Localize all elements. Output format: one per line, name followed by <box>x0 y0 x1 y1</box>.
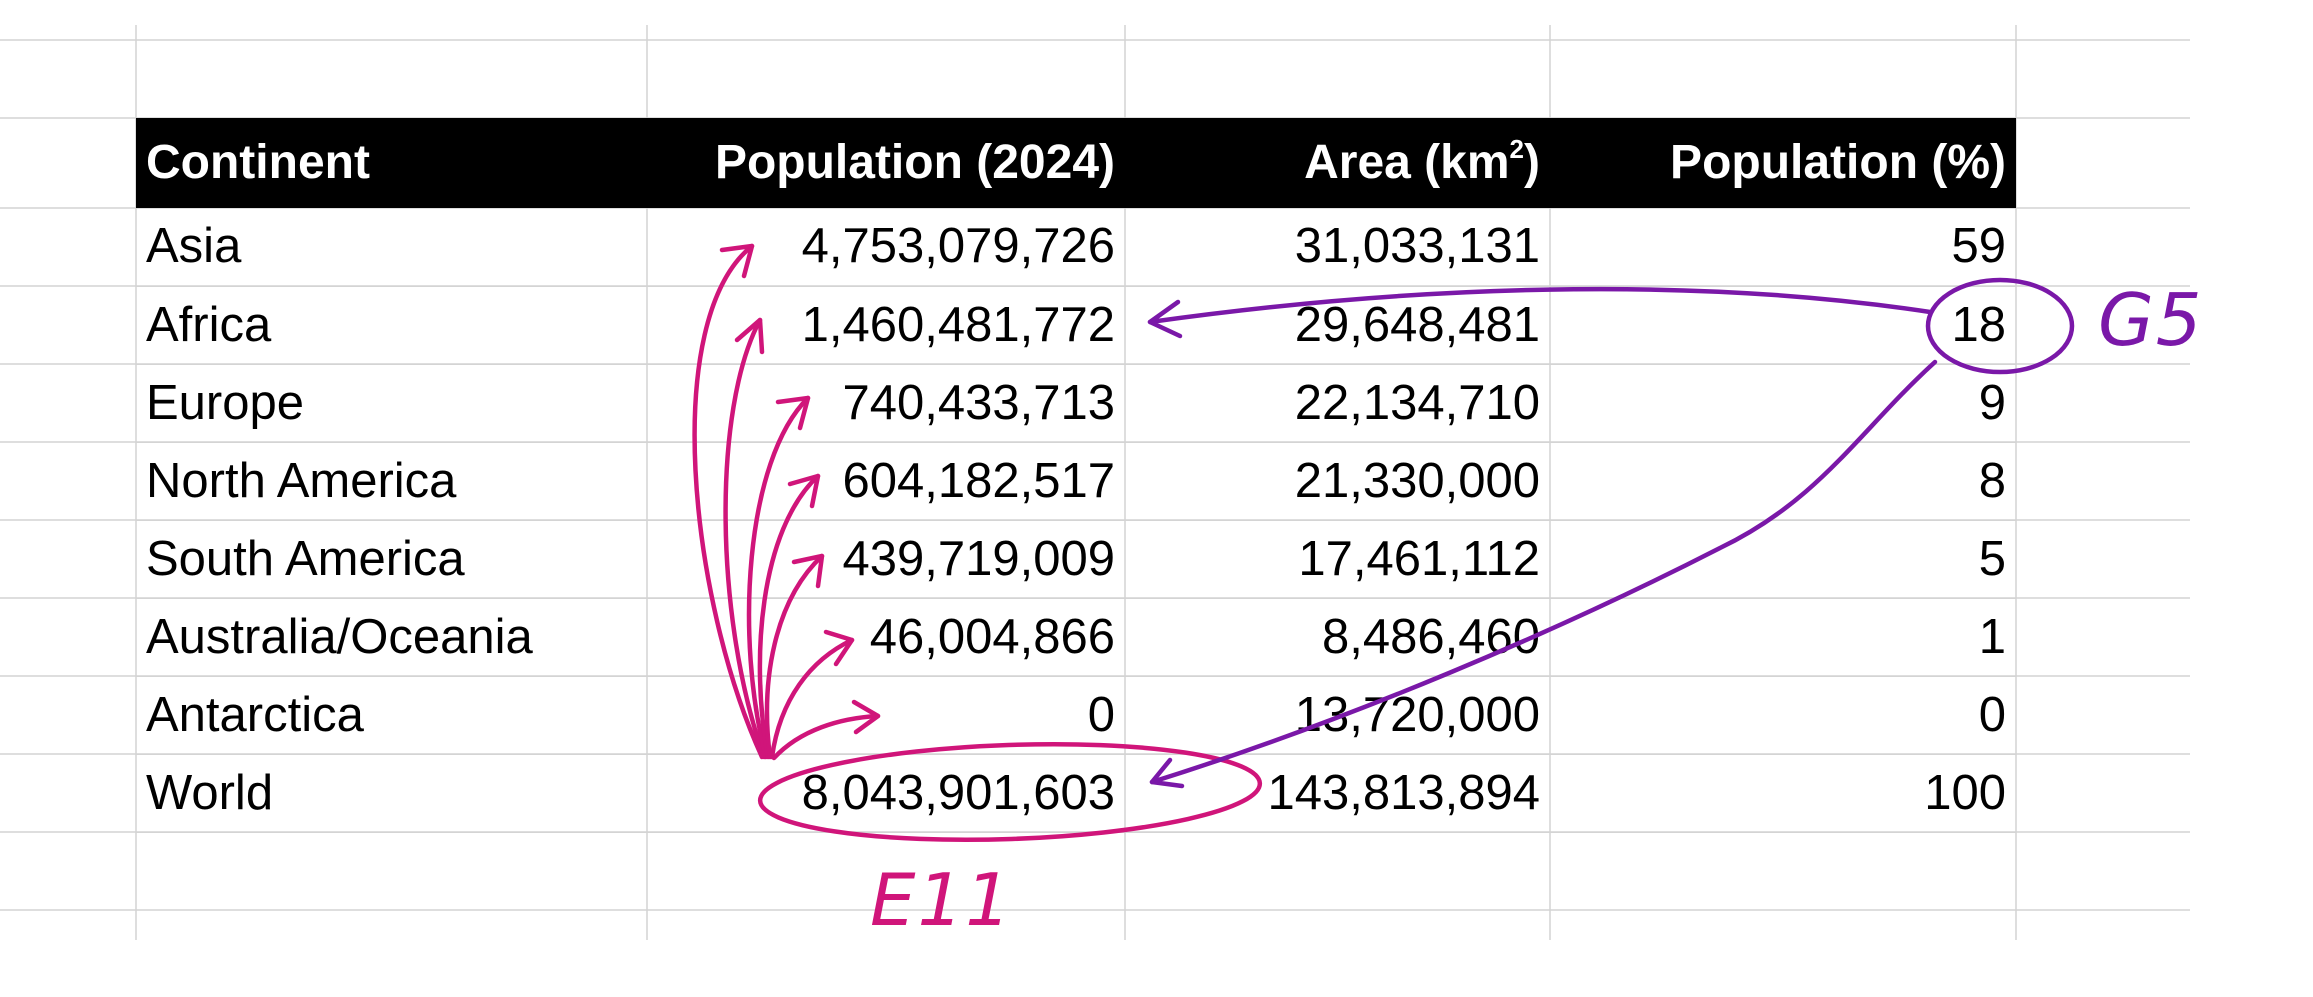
header-area-close: ) <box>1524 136 1540 189</box>
cell-population[interactable]: 0 <box>647 676 1125 755</box>
cell-population[interactable]: 1,460,481,772 <box>647 286 1125 365</box>
header-area-superscript: 2 <box>1509 134 1525 164</box>
cell-area[interactable]: 8,486,460 <box>1125 598 1550 677</box>
header-continent[interactable]: Continent <box>136 118 647 208</box>
table-row: Antarctica 0 13,720,000 0 <box>136 676 2016 755</box>
table-row: South America 439,719,009 17,461,112 5 <box>136 520 2016 599</box>
cell-population[interactable]: 4,753,079,726 <box>647 208 1125 287</box>
cell-percent[interactable]: 5 <box>1550 520 2016 599</box>
cell-continent[interactable]: Africa <box>136 286 647 365</box>
cell-population[interactable]: 604,182,517 <box>647 442 1125 521</box>
cell-population-world-total[interactable]: 8,043,901,603 <box>647 754 1125 833</box>
table-row: Australia/Oceania 46,004,866 8,486,460 1 <box>136 598 2016 677</box>
cell-area[interactable]: 21,330,000 <box>1125 442 1550 521</box>
cell-percent[interactable]: 9 <box>1550 364 2016 443</box>
cell-area[interactable]: 31,033,131 <box>1125 208 1550 287</box>
cell-continent[interactable]: Antarctica <box>136 676 647 755</box>
table-row: Africa 1,460,481,772 29,648,481 18 <box>136 286 2016 365</box>
table-row: Europe 740,433,713 22,134,710 9 <box>136 364 2016 443</box>
cell-percent[interactable]: 100 <box>1550 754 2016 833</box>
cell-percent[interactable]: 8 <box>1550 442 2016 521</box>
cell-area[interactable]: 17,461,112 <box>1125 520 1550 599</box>
header-population-percent[interactable]: Population (%) <box>1550 118 2016 208</box>
cell-percent[interactable]: 0 <box>1550 676 2016 755</box>
cell-percent[interactable]: 59 <box>1550 208 2016 287</box>
cell-continent[interactable]: North America <box>136 442 647 521</box>
cell-population[interactable]: 46,004,866 <box>647 598 1125 677</box>
cell-reference-label-e11: E11 <box>870 858 1014 942</box>
cell-reference-label-g5: G5 <box>2098 278 2204 362</box>
cell-percent[interactable]: 18 <box>1550 286 2016 365</box>
table-row: North America 604,182,517 21,330,000 8 <box>136 442 2016 521</box>
cell-area[interactable]: 29,648,481 <box>1125 286 1550 365</box>
header-area[interactable]: Area (km2) <box>1125 118 1550 208</box>
cell-continent[interactable]: Asia <box>136 208 647 287</box>
cell-continent[interactable]: World <box>136 754 647 833</box>
cell-continent[interactable]: Europe <box>136 364 647 443</box>
cell-population[interactable]: 439,719,009 <box>647 520 1125 599</box>
cell-continent[interactable]: South America <box>136 520 647 599</box>
table-row-world-total: World 8,043,901,603 143,813,894 100 <box>136 754 2016 833</box>
header-population[interactable]: Population (2024) <box>647 118 1125 208</box>
cell-area[interactable]: 143,813,894 <box>1125 754 1550 833</box>
cell-area[interactable]: 13,720,000 <box>1125 676 1550 755</box>
header-area-text: Area (km <box>1304 136 1510 189</box>
cell-continent[interactable]: Australia/Oceania <box>136 598 647 677</box>
table-row: Asia 4,753,079,726 31,033,131 59 <box>136 208 2016 287</box>
cell-area[interactable]: 22,134,710 <box>1125 364 1550 443</box>
cell-percent[interactable]: 1 <box>1550 598 2016 677</box>
cell-population[interactable]: 740,433,713 <box>647 364 1125 443</box>
header-row: Continent Population (2024) Area (km2) P… <box>136 118 2016 208</box>
population-table: Continent Population (2024) Area (km2) P… <box>136 118 2016 833</box>
